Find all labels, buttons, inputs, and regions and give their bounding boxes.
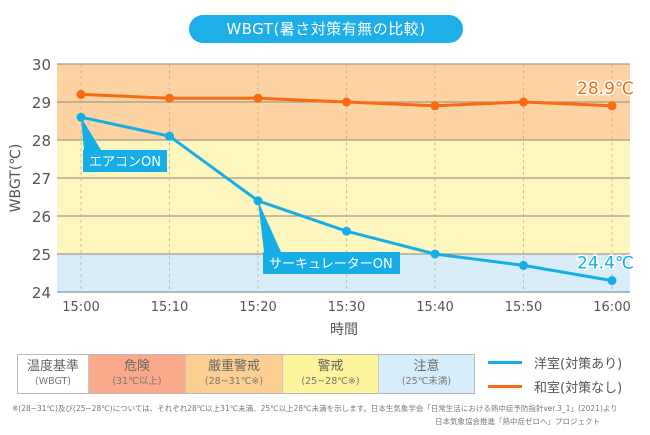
callout-pointer xyxy=(258,200,281,252)
series-end-label: 24.4℃ xyxy=(577,254,634,274)
legend-label: 和室(対策なし) xyxy=(534,380,623,396)
data-point xyxy=(607,276,617,286)
y-tick-label: 27 xyxy=(32,170,51,188)
data-point xyxy=(519,260,528,270)
criteria-level-range: (31℃以上) xyxy=(112,376,162,387)
y-tick-label: 26 xyxy=(32,208,51,226)
legend-label: 洋室(対策あり) xyxy=(534,356,623,372)
x-tick-label: 15:30 xyxy=(328,300,365,315)
data-point xyxy=(607,101,617,111)
data-point xyxy=(519,97,528,107)
criteria-header-cell: 温度基準 (WBGT) xyxy=(18,355,89,393)
callout-pointer xyxy=(81,117,101,150)
footnote: ※(28~31℃)及び(25~28℃)については、それぞれ28℃以上31℃未満、… xyxy=(12,402,640,428)
x-tick-label: 15:40 xyxy=(416,300,453,315)
legend-swatch-blue xyxy=(488,360,522,364)
data-point xyxy=(165,131,174,141)
data-point xyxy=(342,97,351,107)
y-tick-label: 29 xyxy=(32,94,51,112)
footnote-line-2: 日本気象協会推進「熱中症ゼロへ」プロジェクト xyxy=(435,417,600,426)
x-tick-label: 15:10 xyxy=(151,300,188,315)
criteria-level-label: 注意 xyxy=(413,359,440,374)
legend-item-japanese-room: 和室(対策なし) xyxy=(488,374,648,398)
footnote-line-1: ※(28~31℃)及び(25~28℃)については、それぞれ28℃以上31℃未満、… xyxy=(12,404,618,413)
criteria-warning-cell: 警戒 (25~28℃※) xyxy=(283,355,379,393)
criteria-level-range: (25~28℃※) xyxy=(301,376,360,387)
callout-label: エアコンON xyxy=(89,155,161,170)
criteria-level-label: 警戒 xyxy=(317,359,344,374)
criteria-caution-cell: 注意 (25℃未満) xyxy=(379,355,474,393)
criteria-danger-cell: 危険 (31℃以上) xyxy=(89,355,186,393)
y-tick-label: 25 xyxy=(32,246,51,264)
data-point xyxy=(76,89,86,99)
chart-title: WBGT(暑さ対策有無の比較) xyxy=(189,15,463,43)
series-end-label: 28.9℃ xyxy=(577,79,634,99)
x-tick-label: 15:20 xyxy=(239,300,276,315)
series-legend: 洋室(対策あり) 和室(対策なし) xyxy=(488,350,648,398)
y-tick-label: 24 xyxy=(32,284,51,302)
y-axis-label: WBGT(℃) xyxy=(8,144,24,213)
y-tick-label: 30 xyxy=(32,56,51,74)
criteria-level-label: 厳重警戒 xyxy=(207,359,260,374)
legend-swatch-orange xyxy=(488,384,522,388)
x-axis-label: 時間 xyxy=(330,322,358,338)
callout-box xyxy=(263,252,400,274)
data-point xyxy=(76,112,86,122)
data-point xyxy=(253,196,263,206)
data-point xyxy=(342,226,351,236)
data-point xyxy=(430,101,440,111)
criteria-header-label: 温度基準 xyxy=(26,359,79,374)
x-tick-label: 15:00 xyxy=(62,300,99,315)
callout-label: サーキュレーターON xyxy=(269,257,393,272)
criteria-level-range: (25℃未満) xyxy=(401,376,452,387)
y-tick-label: 28 xyxy=(32,132,51,150)
data-point xyxy=(430,249,440,259)
callout-box xyxy=(83,150,167,172)
legend-item-western-room: 洋室(対策あり) xyxy=(488,350,648,374)
wbgt-line-chart: 24 25 26 27 28 29 30 15:00 15:10 15:20 15:30 15:40… xyxy=(8,56,636,338)
data-point xyxy=(165,93,174,103)
x-tick-label: 16:00 xyxy=(593,300,630,315)
criteria-level-label: 危険 xyxy=(123,359,150,374)
criteria-header-sub: (WBGT) xyxy=(35,376,71,387)
wbgt-criteria-table: 温度基準 (WBGT) 危険 (31℃以上) 厳重警戒 (28~31℃※) 警戒… xyxy=(17,354,475,394)
criteria-level-range: (28~31℃※) xyxy=(204,376,264,387)
x-tick-label: 15:50 xyxy=(505,300,542,315)
criteria-severe-cell: 厳重警戒 (28~31℃※) xyxy=(186,355,283,393)
data-point xyxy=(253,93,263,103)
